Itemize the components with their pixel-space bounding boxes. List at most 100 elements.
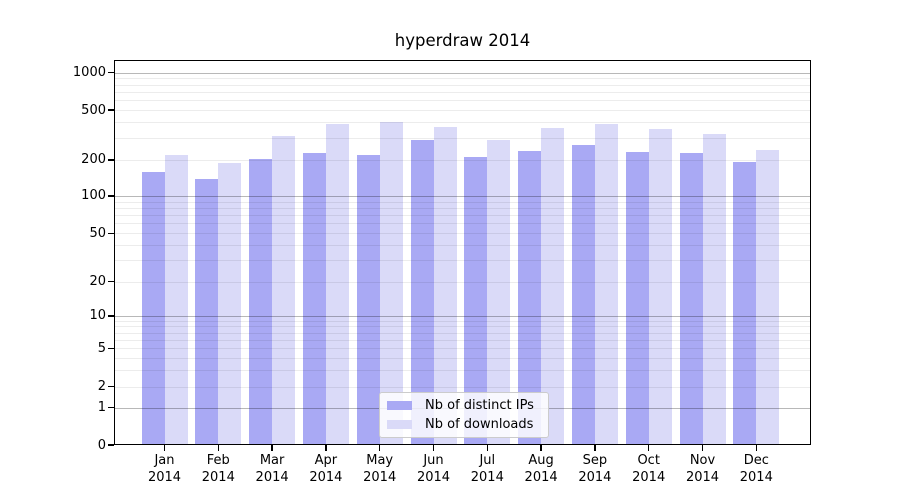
bars-layer — [114, 60, 811, 445]
x-tick-label-dec: Dec 2014 — [739, 453, 773, 485]
bar-downloads-apr — [325, 123, 349, 445]
x-tick-mark — [540, 445, 542, 451]
bar-distinct-ips-mar — [249, 158, 273, 445]
minor-gridline — [114, 201, 811, 203]
minor-gridline — [114, 223, 811, 225]
x-tick-label-jul: Jul 2014 — [470, 453, 504, 485]
bar-downloads-oct — [648, 129, 672, 445]
y-tick-label: 0 — [97, 437, 106, 453]
x-tick-mark — [379, 445, 381, 451]
bar-distinct-ips-dec — [733, 161, 757, 445]
y-tick-label: 1000 — [72, 65, 106, 81]
y-tick-mark — [108, 109, 114, 111]
minor-gridline — [114, 332, 811, 334]
x-tick-label-apr: Apr 2014 — [309, 453, 343, 485]
bar-distinct-ips-feb — [195, 178, 219, 445]
x-tick-mark — [271, 445, 273, 451]
x-tick-label-jun: Jun 2014 — [416, 453, 451, 485]
y-tick-mark — [108, 280, 114, 283]
x-tick-label-jan: Jan 2014 — [147, 453, 182, 485]
minor-gridline — [114, 91, 811, 93]
minor-gridline — [114, 159, 811, 161]
bar-downloads-dec — [756, 149, 780, 445]
legend-label-distinct-ips: Nb of distinct IPs — [425, 398, 534, 413]
y-tick-label: 1 — [97, 400, 106, 416]
y-tick-label: 20 — [89, 274, 106, 290]
minor-gridline — [114, 260, 811, 262]
y-tick-label: 50 — [89, 225, 106, 241]
minor-gridline — [114, 137, 811, 139]
minor-gridline — [114, 78, 811, 80]
legend-swatch-downloads — [387, 420, 412, 429]
legend-item-distinct-ips: Nb of distinct IPs — [387, 398, 541, 413]
bar-distinct-ips-jun — [410, 140, 434, 445]
gridlines-layer — [114, 60, 811, 445]
y-tick-mark — [108, 195, 114, 197]
minor-gridline — [114, 207, 811, 209]
y-tick-mark — [108, 159, 114, 161]
bar-distinct-ips-jan — [141, 172, 165, 445]
bar-downloads-nov — [702, 134, 726, 445]
x-tick-mark — [701, 445, 704, 451]
x-tick-label-may: May 2014 — [363, 453, 397, 485]
bar-downloads-feb — [218, 162, 242, 445]
bar-downloads-mar — [272, 136, 296, 445]
y-tick-mark — [108, 347, 114, 349]
minor-gridline — [114, 281, 811, 283]
chart-title: hyperdraw 2014 — [394, 31, 531, 50]
minor-gridline — [114, 122, 811, 124]
bar-downloads-aug — [541, 128, 565, 445]
minor-gridline — [114, 233, 811, 235]
bar-distinct-ips-may — [356, 154, 380, 445]
minor-gridline — [114, 386, 811, 388]
minor-gridline — [114, 357, 811, 359]
x-tick-label-aug: Aug 2014 — [524, 453, 558, 485]
minor-gridline — [114, 215, 811, 217]
x-tick-label-nov: Nov 2014 — [685, 453, 720, 485]
bar-downloads-jun — [433, 127, 457, 445]
bar-distinct-ips-sep — [571, 144, 595, 445]
bar-distinct-ips-apr — [302, 152, 326, 445]
bar-distinct-ips-jul — [464, 157, 488, 445]
x-tick-mark — [648, 445, 650, 451]
x-tick-label-sep: Sep 2014 — [578, 453, 612, 485]
minor-gridline — [114, 339, 811, 341]
minor-gridline — [114, 245, 811, 247]
y-tick-mark — [108, 72, 114, 74]
legend: Nb of distinct IPs Nb of downloads — [379, 392, 549, 438]
minor-gridline — [114, 369, 811, 371]
x-tick-mark — [755, 445, 757, 451]
bar-distinct-ips-oct — [625, 152, 649, 445]
plot-area: Nb of distinct IPs Nb of downloads — [114, 60, 811, 445]
x-tick-mark — [325, 445, 327, 451]
x-tick-mark — [486, 445, 488, 451]
bar-distinct-ips-nov — [679, 152, 703, 445]
minor-gridline — [114, 100, 811, 102]
bar-downloads-may — [379, 122, 403, 445]
minor-gridline — [114, 326, 811, 328]
y-tick-mark — [108, 315, 114, 317]
minor-gridline — [114, 110, 811, 111]
bar-downloads-sep — [594, 123, 618, 445]
x-tick-label-feb: Feb 2014 — [201, 453, 235, 485]
y-tick-label: 10 — [89, 308, 106, 324]
y-tick-label: 2 — [97, 379, 106, 395]
x-tick-label-mar: Mar 2014 — [255, 453, 289, 485]
bar-downloads-jan — [164, 154, 188, 445]
minor-gridline — [114, 320, 811, 322]
y-tick-label: 500 — [81, 102, 106, 118]
legend-swatch-distinct-ips — [387, 401, 412, 410]
y-tick-label: 5 — [97, 340, 106, 356]
bar-distinct-ips-aug — [518, 150, 542, 445]
y-tick-label: 200 — [81, 152, 106, 168]
y-tick-label: 100 — [81, 188, 106, 204]
legend-item-downloads: Nb of downloads — [387, 417, 541, 432]
bar-downloads-jul — [487, 139, 511, 445]
x-tick-mark — [217, 445, 219, 451]
major-gridline — [114, 315, 811, 317]
minor-gridline — [114, 84, 811, 86]
y-tick-mark — [108, 386, 114, 388]
y-tick-mark — [108, 406, 114, 409]
x-tick-mark — [594, 445, 596, 451]
